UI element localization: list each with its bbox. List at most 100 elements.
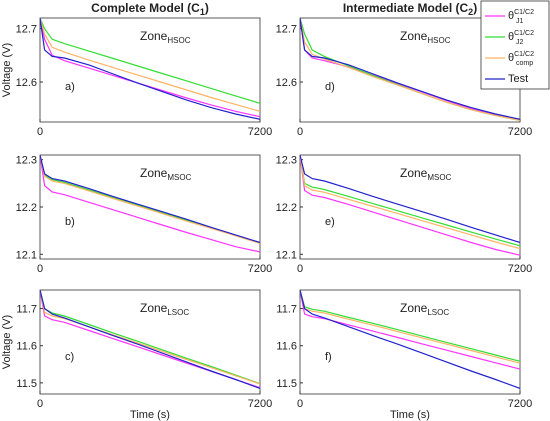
y-tick-label: 11.5 [16,378,37,390]
series-line [40,290,260,385]
zone-label: ZoneMSOC [400,166,452,182]
x-tick-label: 0 [297,263,303,275]
text-part: Zone [140,301,168,315]
x-tick-label: 0 [37,263,43,275]
y-tick-label: 12.6 [16,77,37,89]
series-line [40,155,260,253]
text-part: HSOC [427,36,450,45]
text-part: LSOC [167,308,189,317]
legend-label: θC1/C2 J2 [508,30,534,46]
legend-label: θC1/C2 J1 [508,9,534,25]
series-line [300,18,520,121]
series-line [300,155,520,244]
legend-label: θC1/C2 comp [508,51,534,67]
y-tick-label: 12.7 [276,24,297,36]
series-line [40,18,260,104]
series-line [300,155,520,247]
text-part: Complete Model (C [91,1,200,15]
zone-label: ZoneHSOC [140,29,191,45]
text-part: MSOC [167,173,191,182]
text-part: HSOC [167,36,190,45]
series-line [300,290,520,364]
text-part: Zone [400,301,428,315]
x-tick-label: 0 [37,398,43,410]
x-tick-label: 0 [37,126,43,138]
plot-area [299,289,521,395]
x-tick-label: 0 [297,398,303,410]
series-line [40,18,260,120]
text-part: J1 [516,18,524,25]
y-tick-label: 11.5 [276,378,297,390]
x-axis-label: Time (s) [130,409,170,421]
y-tick-label: 12.3 [16,155,37,167]
panel-label: c) [65,351,74,363]
text-part: 1 [200,7,205,17]
series-line [300,18,520,121]
text-part: C1/C2 [514,9,534,16]
series-line [300,18,520,120]
text-part: J2 [516,39,524,46]
text-part: θ [508,31,514,43]
zone-label: ZoneLSOC [140,301,189,317]
text-part: LSOC [427,308,449,317]
series-line [40,290,260,385]
text-part: ) [205,1,209,15]
panel-label: d) [325,81,335,93]
text-part: Test [508,73,528,85]
text-part: C1/C2 [514,30,534,37]
text-part: Zone [140,166,168,180]
x-tick-label: 7200 [508,263,532,275]
x-tick-label: 7200 [508,126,532,138]
text-part: MSOC [427,173,451,182]
y-tick-label: 11.6 [276,341,297,353]
y-tick-label: 12.1 [16,249,37,261]
panel-label: a) [65,81,75,93]
x-axis-label: Time (s) [390,409,430,421]
x-tick-label: 0 [297,126,303,138]
plot-area [299,154,521,260]
y-tick-label: 12.7 [16,24,37,36]
panel-label: f) [325,351,332,363]
y-tick-label: 11.7 [276,304,297,316]
plot-area [39,289,261,395]
y-tick-label: 11.6 [16,341,37,353]
series-line [40,18,260,112]
series-line [40,290,260,389]
series-line [40,155,260,244]
text-part: ) [473,1,477,15]
zone-label: ZoneMSOC [140,166,192,182]
text-part: 2 [468,7,473,17]
text-part: Zone [400,166,428,180]
series-line [40,155,260,244]
text-part: Intermediate Model (C [343,1,469,15]
series-line [300,290,520,370]
y-axis-label: Voltage (V) [1,315,13,369]
plot-area [39,154,261,260]
legend-label: Test [508,73,528,85]
column-title: Complete Model (C1) [91,1,209,17]
y-tick-label: 12.2 [16,202,37,214]
panel-label: b) [65,216,75,228]
column-title: Intermediate Model (C2) [343,1,477,17]
y-tick-label: 12.2 [276,202,297,214]
series-line [300,155,520,256]
text-part: C1/C2 [514,51,534,58]
x-tick-label: 7200 [508,398,532,410]
text-part: θ [508,52,514,64]
text-part: comp [516,60,533,67]
series-line [300,155,520,250]
panel-label: e) [325,216,335,228]
y-axis-label: Voltage (V) [1,43,13,97]
text-part: Zone [400,29,428,43]
text-part: Zone [140,29,168,43]
series-line [300,290,520,389]
series-line [300,290,520,362]
x-tick-label: 7200 [248,126,272,138]
zone-label: ZoneHSOC [400,29,451,45]
y-tick-label: 12.1 [276,249,297,261]
y-tick-label: 12.6 [276,77,297,89]
x-tick-label: 7200 [248,398,272,410]
zone-label: ZoneLSOC [400,301,449,317]
